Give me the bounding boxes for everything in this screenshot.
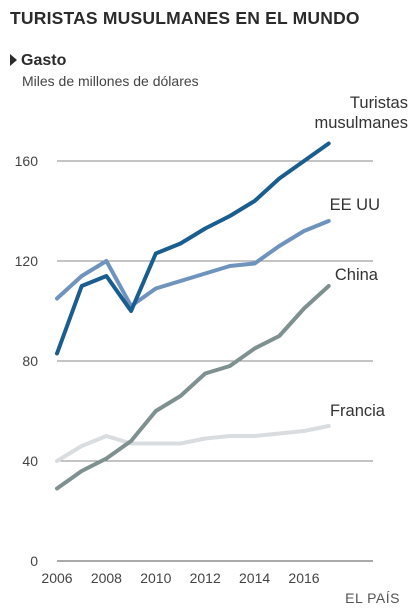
y-tick-label-160: 160 [15, 153, 39, 169]
x-tick-label-2008: 2008 [91, 570, 122, 586]
x-tick-label-2006: 2006 [41, 570, 72, 586]
triangle-bullet-icon [10, 54, 17, 66]
series-label-turistas-musulmanes-1: Turistas [350, 94, 408, 112]
series-label-china: China [335, 266, 379, 284]
series-line-turistas-musulmanes [55, 141, 331, 356]
series-line-china [55, 284, 331, 491]
x-tick-label-2016: 2016 [288, 570, 319, 586]
grid-lines [57, 160, 373, 562]
series-label-ee-uu: EE UU [330, 196, 380, 214]
y-tick-label-80: 80 [22, 353, 38, 369]
chart-title: TURISTAS MUSULMANES EN EL MUNDO [10, 8, 360, 28]
series-label-francia: Francia [330, 402, 386, 420]
section-heading: Gasto [10, 52, 66, 70]
series-lines [55, 141, 331, 491]
x-tick-label-2010: 2010 [140, 570, 171, 586]
y-tick-label-40: 40 [22, 453, 38, 469]
section-heading-label: Gasto [21, 52, 67, 69]
series-labels: Francia China EE UU Turistas musulmanes [314, 94, 408, 420]
y-tick-label-120: 120 [15, 253, 39, 269]
x-tick-labels: 2006 2008 2010 2012 2014 2016 [41, 570, 319, 586]
y-tick-label-0: 0 [30, 553, 38, 569]
x-tick-label-2014: 2014 [239, 570, 270, 586]
y-axis-label: Miles de millones de dólares [22, 73, 199, 89]
series-line-francia [55, 424, 331, 463]
x-tick-label-2012: 2012 [190, 570, 221, 586]
y-tick-labels: 0 40 80 120 160 [15, 153, 39, 569]
source-credit: EL PAÍS [345, 590, 400, 606]
series-line-ee-uu [55, 219, 331, 308]
series-label-turistas-musulmanes-2: musulmanes [314, 114, 408, 132]
